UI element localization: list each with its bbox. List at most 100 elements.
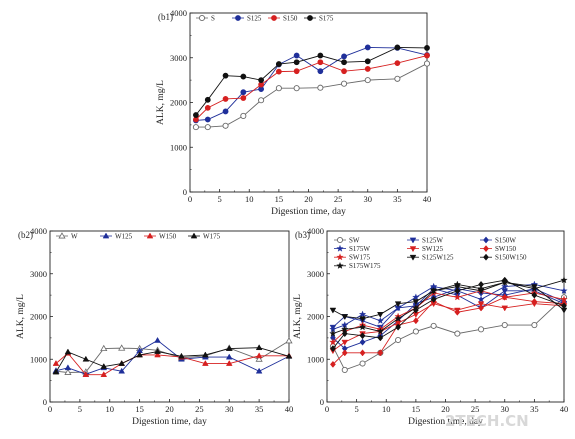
legend-item-s175w175: S175W175: [334, 261, 381, 270]
data-point: [364, 58, 371, 65]
x-axis-label: Digestion time, day: [132, 417, 207, 427]
legend-label: S125W125: [422, 254, 454, 262]
data-point: [394, 304, 402, 312]
data-point: [501, 288, 509, 295]
data-point: [341, 59, 347, 66]
panel-label: (b2): [18, 230, 33, 240]
data-point: [82, 355, 90, 362]
data-point: [64, 364, 72, 371]
legend-marker: [409, 246, 417, 253]
series-s150w150: [329, 276, 567, 353]
data-point: [531, 321, 538, 329]
data-point: [501, 293, 509, 301]
x-tick-label: 15: [412, 404, 421, 414]
legend-marker: [483, 236, 489, 244]
data-point: [453, 280, 461, 288]
legend: W W125 W150 W175: [56, 232, 221, 240]
legend-marker: [483, 253, 489, 261]
data-point: [136, 351, 143, 358]
data-point: [258, 97, 265, 104]
y-axis-label: ALK, mg/L: [293, 294, 303, 339]
data-point: [477, 295, 485, 303]
series-line: [195, 47, 428, 116]
y-tick-label: 1000: [30, 354, 47, 364]
data-point: [285, 337, 293, 344]
y-tick-label: 2000: [170, 98, 187, 108]
legend-label: S125W: [422, 236, 443, 244]
data-point: [412, 293, 420, 301]
data-point: [64, 368, 72, 375]
data-point: [258, 77, 264, 84]
data-point: [202, 351, 209, 358]
data-point: [118, 360, 126, 366]
data-point: [329, 329, 337, 337]
data-point: [225, 353, 233, 360]
series-line: [332, 296, 565, 371]
data-point: [118, 344, 126, 351]
series-line: [332, 279, 565, 335]
data-point: [255, 355, 263, 362]
legend-label: W175: [203, 232, 221, 240]
x-tick-label: 25: [471, 404, 480, 414]
legend: SW S125W S150W S175W SW125 SW150 SW175 S125W125…: [334, 236, 527, 270]
legend-label: W150: [159, 232, 177, 240]
data-point: [358, 310, 367, 318]
data-point: [423, 60, 431, 67]
watermark: 2TECH.CN: [445, 412, 529, 430]
data-point: [364, 77, 371, 84]
x-tick-label: 20: [441, 404, 450, 414]
data-point: [501, 282, 509, 290]
data-point: [364, 66, 371, 72]
x-tick-label: 5: [355, 404, 359, 414]
y-tick-label: 1000: [307, 354, 324, 364]
legend-marker: [102, 232, 110, 239]
legend-item-s175w: S175W: [334, 244, 370, 253]
data-point: [154, 351, 161, 358]
data-point: [341, 349, 348, 357]
data-point: [118, 367, 126, 374]
data-point: [341, 366, 348, 373]
x-tick-label: 25: [334, 194, 343, 204]
legend-marker: [336, 261, 344, 269]
series-line: [55, 340, 290, 373]
legend-label: S: [211, 14, 215, 22]
legend-marker: [146, 232, 154, 239]
data-point: [275, 61, 282, 67]
data-point: [329, 345, 336, 353]
data-point: [317, 59, 324, 66]
data-point: [225, 345, 233, 351]
legend-item-s150: S150: [268, 14, 298, 22]
legend-item-s150w: S150W: [480, 236, 516, 244]
series-line: [195, 47, 428, 121]
data-point: [561, 302, 567, 310]
legend-marker: [483, 245, 489, 253]
legend-item-w: W: [56, 232, 78, 240]
data-point: [531, 298, 538, 306]
y-tick-label: 1000: [170, 142, 187, 152]
legend-label: S150W150: [495, 254, 527, 262]
data-point: [377, 349, 384, 357]
y-tick-label: 3000: [307, 269, 324, 279]
legend-label: SW150: [495, 245, 517, 253]
x-tick-label: 35: [393, 194, 402, 204]
legend-marker: [336, 244, 344, 252]
data-point: [293, 68, 300, 75]
data-point: [52, 360, 60, 366]
legend-marker: [409, 237, 417, 244]
series-line: [195, 55, 428, 120]
legend-label: S150W: [495, 236, 516, 244]
data-point: [204, 124, 211, 131]
legend-item-s125w: S125W: [407, 236, 443, 244]
x-tick-label: 5: [78, 404, 82, 414]
data-point: [376, 327, 384, 335]
x-tick-label: 0: [325, 404, 329, 414]
data-point: [412, 328, 419, 335]
data-point: [240, 73, 247, 80]
data-point: [560, 287, 568, 294]
data-point: [82, 371, 90, 377]
y-tick-label: 3000: [170, 53, 187, 63]
y-tick-label: 0: [320, 397, 324, 407]
data-point: [359, 332, 366, 340]
legend-label: S150: [283, 14, 298, 22]
